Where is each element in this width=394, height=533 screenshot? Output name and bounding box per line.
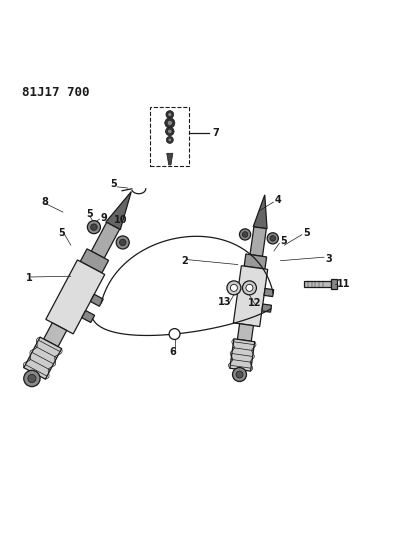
Polygon shape [91,222,120,258]
Text: 11: 11 [337,279,350,289]
Polygon shape [250,227,266,256]
Polygon shape [82,311,95,322]
Polygon shape [244,254,267,269]
Circle shape [165,127,174,136]
Text: 13: 13 [218,297,232,307]
Circle shape [166,111,174,118]
Text: 5: 5 [110,179,117,189]
Circle shape [169,329,180,340]
Circle shape [242,281,256,295]
Circle shape [167,120,172,125]
Circle shape [236,371,243,378]
Polygon shape [304,281,331,287]
Text: 6: 6 [169,348,176,358]
Text: 1: 1 [26,273,33,283]
Polygon shape [233,266,268,327]
Polygon shape [230,339,255,371]
Circle shape [116,236,129,249]
Circle shape [165,118,175,128]
Circle shape [119,239,126,246]
Circle shape [246,285,253,292]
Circle shape [267,233,279,244]
Text: 5: 5 [303,229,310,238]
Circle shape [168,138,171,142]
Polygon shape [80,249,109,273]
Polygon shape [264,288,274,296]
Circle shape [24,370,40,386]
Circle shape [270,236,275,241]
Polygon shape [90,294,103,306]
Polygon shape [253,195,267,229]
Circle shape [91,224,97,230]
Polygon shape [331,279,337,289]
Circle shape [168,130,172,134]
Text: 12: 12 [248,298,261,308]
Text: 3: 3 [325,254,332,264]
Circle shape [240,229,251,240]
Text: 10: 10 [113,215,127,225]
Text: 8: 8 [42,197,48,207]
Polygon shape [106,191,131,230]
Circle shape [87,221,100,233]
Circle shape [166,136,173,143]
Circle shape [227,281,241,295]
Text: 5: 5 [281,236,287,246]
Polygon shape [238,324,253,341]
Text: 9: 9 [100,213,108,223]
FancyBboxPatch shape [151,107,189,166]
Text: 7: 7 [212,128,219,139]
Circle shape [242,232,248,237]
Text: 81J17 700: 81J17 700 [22,86,90,99]
Polygon shape [44,323,67,346]
Text: 5: 5 [86,209,93,219]
Circle shape [28,374,36,383]
Circle shape [232,368,247,382]
Polygon shape [167,154,173,165]
Circle shape [168,112,172,117]
Text: 4: 4 [275,196,281,205]
Polygon shape [24,337,62,379]
Text: 5: 5 [58,229,65,238]
Text: 2: 2 [182,256,188,265]
Polygon shape [262,304,271,312]
Circle shape [230,285,238,292]
Polygon shape [46,260,105,334]
